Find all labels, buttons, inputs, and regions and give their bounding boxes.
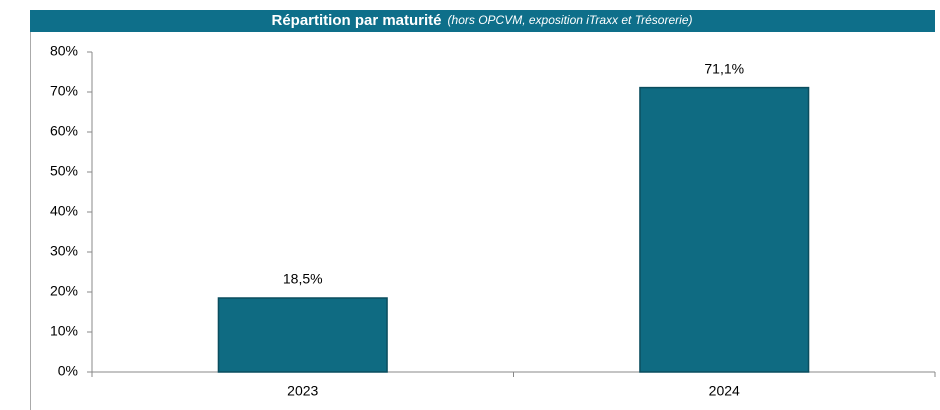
y-tick-label: 20%	[50, 283, 78, 299]
y-tick-label: 10%	[50, 323, 78, 339]
title-bar	[30, 10, 935, 32]
x-tick-label: 2023	[287, 383, 318, 399]
y-tick-label: 40%	[50, 203, 78, 219]
y-tick-label: 70%	[50, 83, 78, 99]
bar	[217, 297, 388, 373]
value-label: 18,5%	[283, 271, 323, 287]
y-tick-label: 50%	[50, 163, 78, 179]
title-main: Répartition par maturité	[272, 12, 442, 29]
chart-title: Répartition par maturité (hors OPCVM, exp…	[272, 12, 693, 29]
x-tick-label: 2024	[709, 383, 740, 399]
title-sub: (hors OPCVM, exposition iTraxx et Trésor…	[448, 13, 693, 27]
value-label: 71,1%	[704, 60, 744, 76]
bar	[639, 86, 810, 373]
y-tick-label: 30%	[50, 243, 78, 259]
y-tick-label: 60%	[50, 123, 78, 139]
y-tick-label: 80%	[50, 43, 78, 59]
y-tick-label: 0%	[58, 363, 78, 379]
